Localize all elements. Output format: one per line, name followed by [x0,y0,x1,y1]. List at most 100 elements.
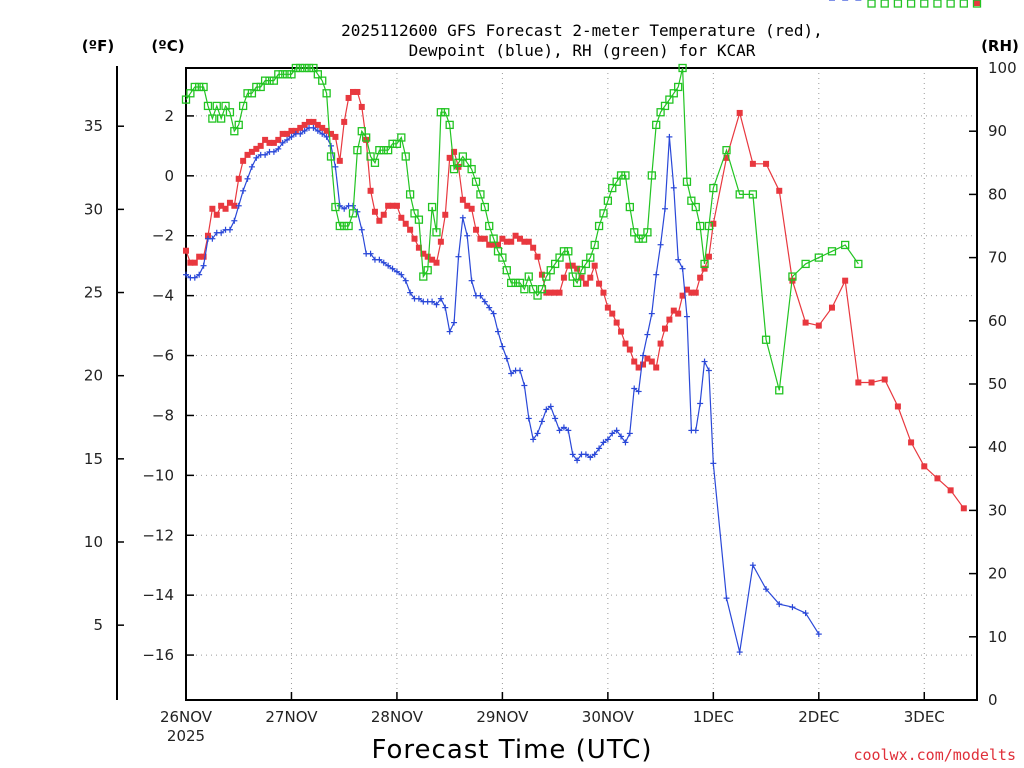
data-point-temperature [525,238,532,245]
data-point-rh [265,76,274,85]
data-point-dewpoint [297,130,304,137]
data-point-temperature [183,247,189,254]
data-point-temperature [701,265,708,272]
unit-label-rh: (RH) [981,37,1019,55]
credit-label: coolwx.com/modelts [853,746,1016,764]
data-point-rh [260,76,270,85]
data-point-dewpoint [279,139,286,146]
data-point-dewpoint [622,439,629,446]
data-point-rh [674,82,683,92]
data-point-temperature [196,253,203,260]
tick-label-fahrenheit: 15 [84,450,103,468]
data-point-temperature [547,289,554,296]
data-point-rh [427,202,437,212]
data-point-temperature [446,154,453,161]
tick-label-fahrenheit: 30 [84,200,103,218]
data-point-dewpoint [789,604,796,611]
data-point-temperature [288,127,295,134]
data-point-dewpoint [556,427,563,434]
data-point-rh [906,0,916,8]
data-point-rh [318,76,327,85]
data-point-dewpoint [591,451,598,458]
data-point-dewpoint [763,586,770,593]
data-point-temperature [947,487,954,494]
data-point-temperature [415,244,422,251]
data-point-temperature [934,475,941,482]
data-point-dewpoint [683,313,690,320]
data-point-temperature [389,202,396,209]
tick-label-celsius: −12 [142,526,174,544]
data-point-rh [959,0,968,8]
data-point-dewpoint [701,358,708,365]
data-point-rh [331,202,340,212]
data-point-rh [300,63,309,73]
data-point-dewpoint [398,271,405,278]
data-point-dewpoint [499,343,506,350]
data-point-dewpoint [653,271,660,278]
data-point-temperature [481,235,488,242]
data-point-dewpoint [275,145,282,152]
data-point-temperature [371,208,378,215]
data-point-rh [195,82,204,92]
data-point-rh [322,89,331,98]
data-point-dewpoint [389,265,396,272]
data-point-temperature [881,376,888,383]
data-point-dewpoint [262,151,269,158]
data-point-rh [612,177,621,186]
tick-label-rh: 70 [988,249,1007,267]
data-point-rh [542,272,551,281]
series-dewpoint [183,0,980,656]
data-point-dewpoint [644,331,651,338]
tick-label-x: 1DEC [693,708,734,726]
data-point-rh [625,202,634,212]
data-point-temperature [349,88,356,95]
data-point-dewpoint [446,328,453,335]
data-point-temperature [332,133,339,140]
data-point-temperature [464,202,471,209]
tick-label-celsius: 0 [164,167,174,185]
tick-label-celsius: −6 [152,347,174,365]
tick-label-rh: 20 [988,565,1007,583]
data-point-rh [507,278,516,288]
data-point-dewpoint [314,127,321,134]
data-point-dewpoint [666,133,673,140]
data-point-dewpoint [543,406,550,413]
data-point-rh [247,89,257,98]
data-point-dewpoint [710,460,717,467]
series-layer [181,0,982,656]
data-point-rh [212,101,221,111]
data-point-rh [296,63,305,73]
data-point-rh [682,177,692,186]
data-point-temperature [402,220,409,227]
tick-label-rh: 60 [988,312,1007,330]
data-point-temperature [688,289,695,296]
data-point-temperature [692,289,699,296]
data-point-rh [401,152,410,161]
data-point-rh [304,63,314,73]
data-point-temperature [600,289,607,296]
data-point-rh [722,146,731,155]
data-point-dewpoint [618,433,625,440]
data-point-dewpoint [358,226,365,233]
data-point-temperature [354,88,361,95]
data-point-dewpoint [547,403,554,410]
axes: 20−2−4−6−8−10−12−14−16353025201510510090… [84,59,1017,745]
data-point-rh [761,335,771,344]
data-point-dewpoint [477,292,484,299]
data-point-temperature [842,277,849,284]
data-point-rh [867,0,876,8]
data-point-rh [230,127,239,136]
tick-label-celsius: 2 [164,107,174,125]
data-point-dewpoint [626,430,633,437]
data-point-rh [814,253,823,262]
data-point-temperature [393,202,400,209]
data-point-dewpoint [183,271,189,278]
data-point-temperature [218,202,225,209]
data-point-rh [208,114,217,123]
data-point-temperature [358,103,365,110]
data-point-rh [933,0,942,8]
data-point-rh [203,101,213,111]
series-rh [181,0,982,395]
unit-label-celsius: (ºC) [151,37,184,55]
data-point-rh [383,146,393,155]
